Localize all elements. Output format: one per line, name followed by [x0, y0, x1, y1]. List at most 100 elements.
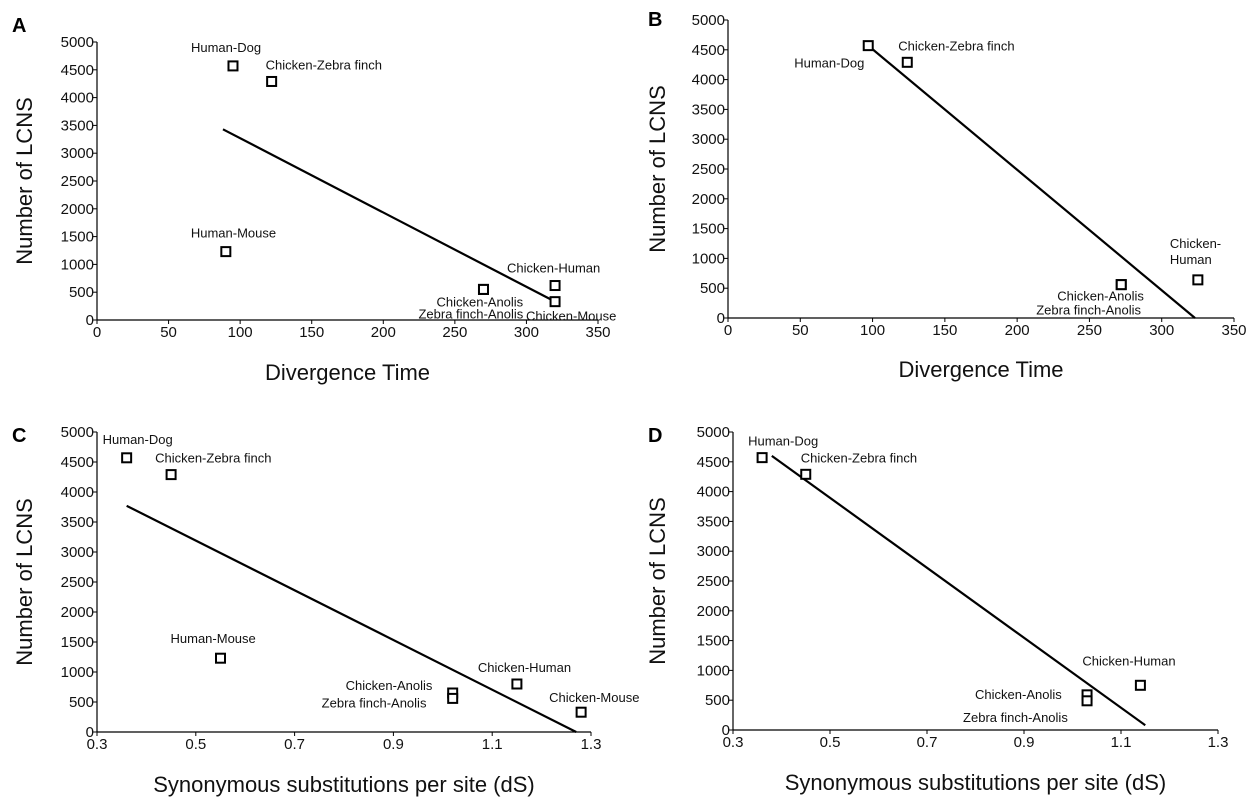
y-tick-label: 3000	[692, 131, 725, 148]
y-tick-label: 3500	[61, 117, 94, 134]
y-tick-label: 3500	[61, 514, 94, 531]
data-point	[549, 296, 561, 308]
x-tick-label: 300	[1149, 322, 1174, 339]
point-label: Human-Mouse	[171, 631, 256, 646]
data-point	[756, 452, 768, 464]
y-tick-label: 0	[717, 310, 725, 327]
x-tick-label: 0	[724, 322, 732, 339]
data-point	[477, 283, 489, 295]
point-label: Chicken-Mouse	[549, 690, 639, 705]
y-tick-label: 4000	[697, 484, 730, 501]
x-tick-label: 250	[1077, 322, 1102, 339]
data-point	[549, 280, 561, 292]
y-tick-label: 4500	[61, 454, 94, 471]
panel-letter: C	[12, 425, 26, 447]
y-tick-label: 3000	[697, 543, 730, 560]
data-point	[1192, 274, 1204, 286]
x-axis-title: Synonymous substitutions per site (dS)	[785, 770, 1167, 795]
point-label: Chicken-Human	[478, 660, 571, 675]
x-tick-label: 0.3	[723, 734, 744, 751]
x-axis-title: Divergence Time	[265, 360, 430, 385]
trend-line	[867, 44, 1196, 319]
x-tick-label: 1.1	[482, 736, 503, 753]
data-point	[447, 692, 459, 704]
y-tick-label: 2500	[61, 173, 94, 190]
y-tick-label: 3500	[697, 513, 730, 530]
x-tick-label: 0.7	[284, 736, 305, 753]
point-label: Zebra finch-Anolis	[418, 306, 523, 321]
point-label: Chicken-Human	[1170, 236, 1221, 267]
y-tick-label: 1500	[697, 633, 730, 650]
x-tick-label: 0.5	[820, 734, 841, 751]
y-tick-label: 1500	[61, 634, 94, 651]
y-tick-label: 0	[86, 312, 94, 329]
x-tick-label: 250	[442, 324, 467, 341]
y-tick-label: 3000	[61, 145, 94, 162]
y-tick-label: 3000	[61, 544, 94, 561]
data-point	[901, 56, 913, 68]
trend-line	[771, 454, 1146, 727]
y-tick-label: 1000	[697, 662, 730, 679]
y-tick-label: 5000	[697, 424, 730, 441]
point-label: Human-Mouse	[191, 226, 276, 241]
trend-line	[126, 504, 577, 733]
y-tick-label: 2000	[697, 603, 730, 620]
point-label: Chicken-Human	[1082, 653, 1175, 668]
y-tick-label: 5000	[61, 424, 94, 441]
data-point	[227, 60, 239, 72]
data-point	[1081, 695, 1093, 707]
point-label: Zebra finch-Anolis	[1036, 303, 1141, 318]
data-point	[511, 678, 523, 690]
point-label: Chicken-Mouse	[526, 309, 616, 324]
y-axis-title: Number of LCNS	[645, 85, 670, 253]
y-tick-label: 4000	[61, 484, 94, 501]
y-tick-label: 2500	[61, 574, 94, 591]
x-tick-label: 50	[160, 324, 177, 341]
x-tick-label: 1.1	[1111, 734, 1132, 751]
panel-c: C 0 500 1000 1500 2000 2500 3000 3500 4000 4500 500…	[12, 424, 639, 797]
point-label: Human-Dog	[794, 56, 864, 71]
y-tick-label: 2000	[61, 604, 94, 621]
y-tick-label: 2000	[692, 191, 725, 208]
data-point	[1115, 279, 1127, 291]
point-label: Human-Dog	[191, 40, 261, 55]
data-point	[165, 469, 177, 481]
point-label: Chicken-Anolis	[346, 678, 433, 693]
point-label: Zebra finch-Anolis	[322, 695, 427, 710]
x-tick-label: 350	[1221, 322, 1246, 339]
x-tick-label: 200	[1005, 322, 1030, 339]
panel-letter: B	[648, 9, 662, 31]
x-axis-title: Divergence Time	[898, 357, 1063, 382]
x-tick-label: 100	[860, 322, 885, 339]
y-tick-label: 1000	[61, 664, 94, 681]
y-tick-label: 2500	[692, 161, 725, 178]
x-tick-label: 50	[792, 322, 809, 339]
data-point	[862, 40, 874, 52]
y-tick-label: 500	[705, 692, 730, 709]
y-tick-label: 4500	[61, 62, 94, 79]
x-tick-label: 0.7	[917, 734, 938, 751]
trend-line	[222, 128, 556, 303]
data-point	[266, 75, 278, 87]
point-label: Chicken-Zebra finch	[266, 57, 382, 72]
x-tick-label: 1.3	[581, 736, 602, 753]
panel-a: A050010001500200025003000350040004500500…	[12, 15, 616, 385]
x-tick-label: 200	[371, 324, 396, 341]
x-tick-label: 100	[228, 324, 253, 341]
panel-letter: D	[648, 425, 662, 447]
x-tick-label: 350	[585, 324, 610, 341]
y-axis-title: Number of LCNS	[12, 498, 37, 666]
data-point	[1134, 679, 1146, 691]
y-tick-label: 1500	[692, 221, 725, 238]
x-tick-label: 150	[299, 324, 324, 341]
x-tick-label: 0.3	[87, 736, 108, 753]
x-tick-label: 0.9	[1014, 734, 1035, 751]
panel-d: D 0 500 1000 1500 2000 2500 3000 3500 4000 4500 500…	[645, 424, 1228, 795]
x-axis-title: Synonymous substitutions per site (dS)	[153, 772, 535, 797]
y-tick-label: 3500	[692, 101, 725, 118]
x-tick-label: 0	[93, 324, 101, 341]
panel-b: B050010001500200025003000350040004500500…	[645, 9, 1247, 382]
point-label: Chicken-Anolis	[1057, 289, 1144, 304]
y-tick-label: 4500	[697, 454, 730, 471]
y-tick-label: 1000	[692, 250, 725, 267]
